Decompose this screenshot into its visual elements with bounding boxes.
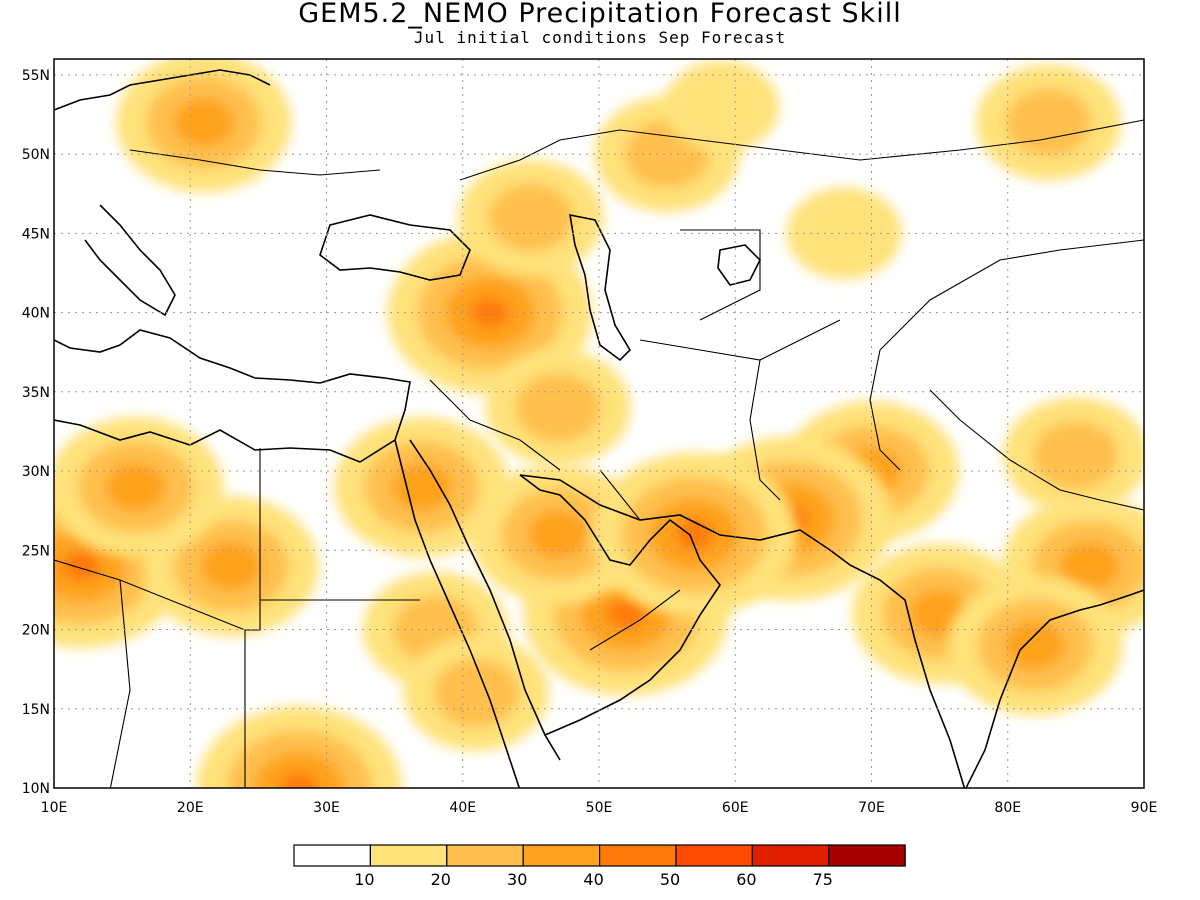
colorbar-label: 40	[583, 870, 603, 889]
lat-tick-label: 15N	[22, 702, 50, 718]
lon-tick-label: 30E	[313, 800, 340, 816]
lon-tick-label: 60E	[722, 800, 749, 816]
lat-tick-label: 10N	[22, 781, 50, 797]
colorbar: 10 20 30 40 50 60 75	[293, 844, 906, 889]
colorbar-swatch	[751, 844, 830, 867]
colorbar-swatch	[828, 844, 906, 867]
skill-region	[196, 706, 402, 788]
colorbar-label: 50	[660, 870, 680, 889]
lon-tick-label: 10E	[41, 800, 68, 816]
colorbar-label: 60	[736, 870, 756, 889]
lon-tick-label: 70E	[858, 800, 885, 816]
skill-region	[458, 159, 604, 276]
lat-tick-label: 45N	[22, 226, 50, 242]
lat-tick-label: 55N	[22, 68, 50, 84]
lon-tick-label: 50E	[586, 800, 613, 816]
skill-region	[947, 575, 1123, 716]
colorbar-label: 10	[354, 870, 374, 889]
skill-region	[116, 59, 292, 193]
skill-region	[485, 349, 631, 466]
lat-tick-label: 20N	[22, 623, 50, 639]
colorbar-label: 75	[813, 870, 833, 889]
colorbar-swatch	[446, 844, 524, 867]
skill-field	[54, 59, 1144, 788]
colorbar-label: 20	[431, 870, 451, 889]
lat-tick-label: 40N	[22, 306, 50, 322]
skill-region	[54, 416, 224, 557]
lat-tick-label: 25N	[22, 543, 50, 559]
skill-region	[1003, 397, 1144, 514]
map-title: GEM5.2_NEMO Precipitation Forecast Skill	[298, 0, 902, 29]
lat-tick-labels: 10N 15N 20N 25N 30N 35N 40N 45N 50N 55N	[22, 68, 50, 797]
lon-tick-label: 90E	[1131, 800, 1158, 816]
lon-tick-label: 20E	[177, 800, 204, 816]
colorbar-swatch	[522, 844, 601, 867]
skill-region	[976, 64, 1122, 181]
map-subtitle: Jul initial conditions Sep Forecast	[413, 28, 787, 47]
colorbar-swatch	[293, 844, 372, 867]
skill-region	[403, 634, 549, 751]
skill-region	[334, 416, 510, 557]
colorbar-swatch	[675, 844, 754, 867]
coastlines	[54, 69, 1144, 788]
colorbar-swatch	[598, 844, 677, 867]
skill-region	[591, 452, 797, 617]
lon-tick-labels: 10E 20E 30E 40E 50E 60E 70E 80E 90E	[41, 800, 1158, 816]
lat-tick-label: 35N	[22, 385, 50, 401]
plot-frame	[53, 58, 1145, 789]
grid-lines	[54, 59, 1144, 788]
lon-tick-label: 40E	[449, 800, 476, 816]
skill-region	[664, 60, 780, 153]
colorbar-label: 30	[507, 870, 527, 889]
political-borders	[54, 119, 1144, 788]
lat-tick-label: 50N	[22, 147, 50, 163]
skill-region	[786, 187, 902, 280]
colorbar-swatch	[369, 844, 448, 867]
lon-tick-label: 80E	[994, 800, 1021, 816]
lat-tick-label: 30N	[22, 464, 50, 480]
